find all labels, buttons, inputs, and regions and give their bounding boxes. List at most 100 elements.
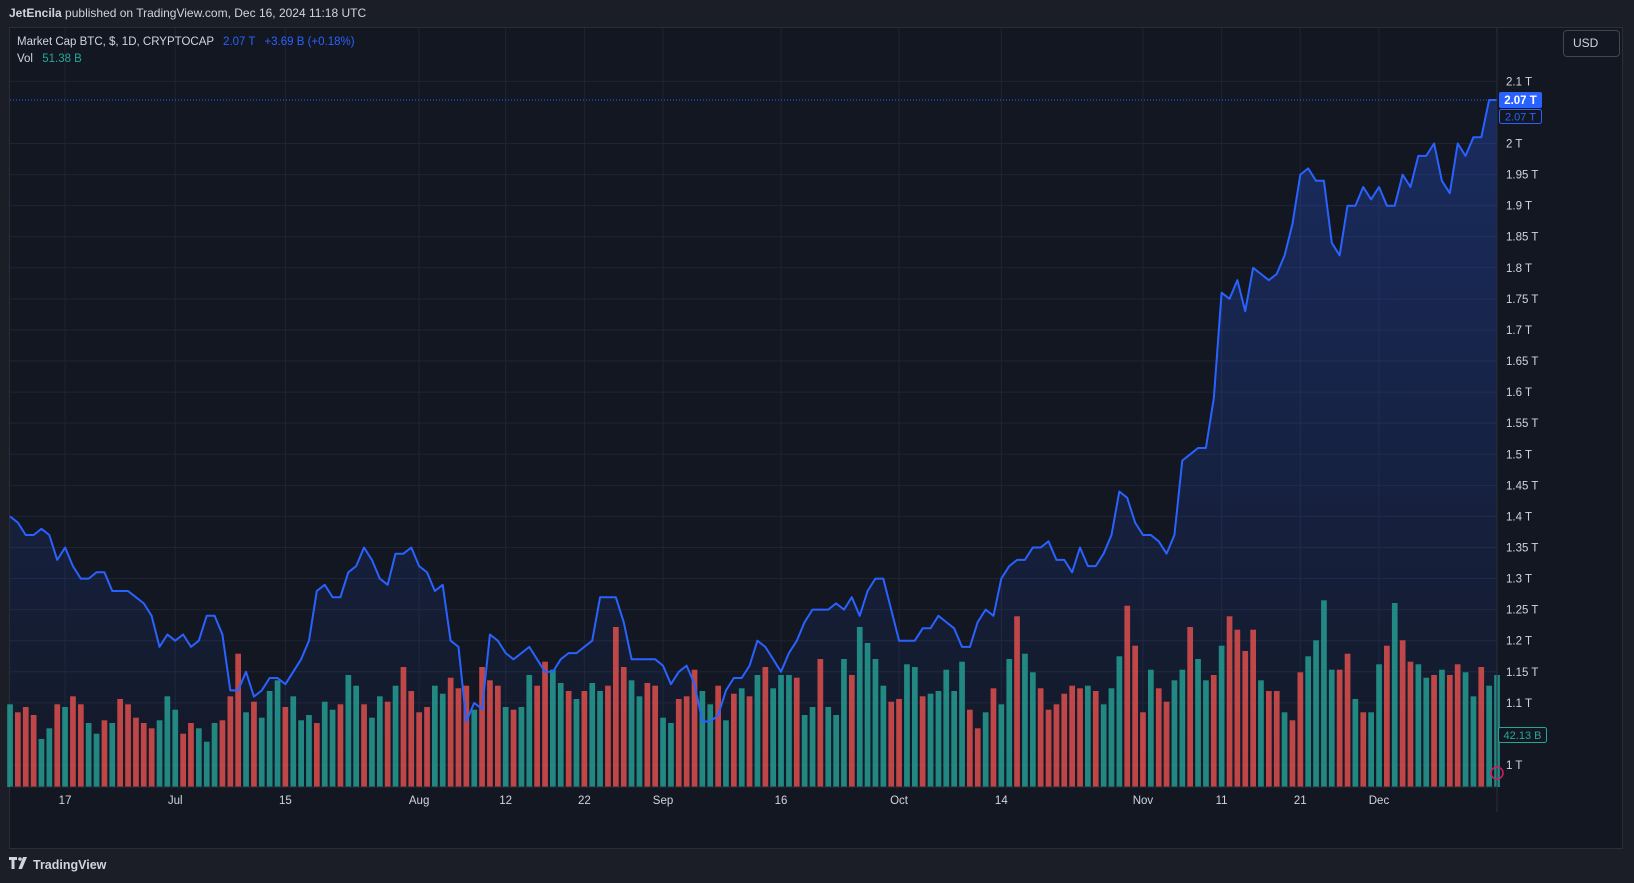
volume-bar: [1486, 685, 1492, 787]
volume-bar: [400, 667, 407, 787]
y-tick-label: 1.85 T: [1506, 232, 1538, 244]
volume-bar: [1171, 680, 1178, 787]
volume-bar: [762, 667, 769, 787]
x-tick-label: Dec: [1369, 795, 1390, 807]
y-tick-label: 1.25 T: [1506, 605, 1538, 617]
tradingview-footer[interactable]: TradingView: [9, 855, 106, 875]
currency-button[interactable]: USD: [1563, 30, 1620, 57]
y-tick-label: 1.4 T: [1506, 511, 1532, 523]
volume-bar: [447, 677, 454, 787]
volume-bar: [1289, 720, 1296, 787]
volume-bar: [251, 701, 257, 787]
volume-bar: [1258, 680, 1264, 787]
x-tick-label: 14: [995, 795, 1008, 807]
volume-bar: [880, 685, 887, 787]
y-tick-label: 1.1 T: [1506, 698, 1532, 710]
volume-bar: [227, 696, 234, 787]
volume-bar: [1037, 688, 1044, 787]
legend-symbol-row[interactable]: Market Cap BTC, $, 1D, CRYPTOCAP 2.07 T …: [17, 34, 355, 51]
volume-bar: [518, 707, 525, 787]
volume-bar: [691, 669, 698, 787]
volume-bar: [1116, 656, 1123, 787]
volume-bar: [1384, 645, 1390, 787]
volume-bar: [1470, 696, 1477, 787]
volume-bar: [140, 723, 147, 787]
volume-bar: [345, 675, 352, 787]
legend-last-value: 2.07 T: [223, 36, 256, 48]
volume-bar: [148, 728, 155, 787]
volume-bar: [904, 664, 910, 787]
volume-bar: [809, 707, 816, 787]
volume-bar: [471, 709, 478, 787]
publisher-name[interactable]: JetEncila: [9, 6, 62, 20]
volume-bar: [369, 717, 375, 787]
volume-bar: [1297, 672, 1304, 787]
volume-bar: [85, 723, 92, 787]
volume-bar: [502, 707, 509, 787]
volume-bar: [1155, 688, 1162, 787]
volume-bar: [1179, 669, 1186, 787]
volume-bar: [707, 704, 714, 787]
volume-bar: [266, 691, 273, 787]
volume-bar: [951, 691, 957, 787]
volume-bar: [7, 704, 13, 787]
volume-bars: [7, 600, 1500, 787]
legend-change: +3.69 B (+0.18%): [264, 36, 355, 48]
x-tick-label: 16: [775, 795, 788, 807]
x-tick-label: Nov: [1133, 795, 1154, 807]
volume-bar: [1454, 664, 1461, 787]
chart-legend: Market Cap BTC, $, 1D, CRYPTOCAP 2.07 T …: [17, 34, 355, 68]
price-line: [9, 99, 1497, 723]
volume-bar: [628, 680, 635, 787]
volume-bar: [203, 741, 210, 787]
y-tick-label: 2 T: [1506, 139, 1522, 151]
volume-bar: [361, 704, 367, 787]
volume-bar: [793, 677, 800, 787]
last-price-badge: [1499, 92, 1542, 108]
volume-bar: [644, 683, 651, 787]
volume-bar: [1053, 704, 1060, 787]
volume-bar: [487, 680, 493, 787]
volume-bar: [1124, 605, 1131, 787]
x-tick-label: Oct: [890, 795, 909, 807]
volume-bar: [1250, 629, 1256, 787]
volume-bar: [1234, 629, 1241, 787]
volume-bar: [1195, 659, 1201, 787]
volume-bar: [550, 669, 556, 787]
volume-bar: [455, 688, 462, 787]
volume-bar: [943, 669, 950, 787]
volume-bar: [919, 696, 926, 787]
volume-bar: [243, 712, 249, 787]
volume-bar: [15, 712, 21, 787]
x-tick-label: Jul: [168, 795, 183, 807]
y-tick-label: 1.35 T: [1506, 542, 1538, 554]
volume-bar: [1407, 661, 1414, 787]
volume-bar: [172, 709, 179, 787]
volume-bar: [1344, 653, 1351, 787]
legend-symbol: Market Cap BTC, $, 1D, CRYPTOCAP: [17, 36, 214, 48]
volume-bar: [180, 733, 186, 787]
legend-volume-row[interactable]: Vol 51.38 B: [17, 51, 355, 68]
x-tick-label: 21: [1294, 795, 1307, 807]
volume-bar: [392, 685, 399, 787]
volume-bar: [164, 696, 171, 787]
x-tick-label: 17: [59, 795, 72, 807]
volume-bar: [849, 675, 855, 787]
volume-bar: [605, 685, 611, 787]
event-marker-icon: [1490, 766, 1504, 780]
volume-bar: [1431, 675, 1437, 787]
volume-bar: [833, 715, 839, 787]
volume-bar: [235, 653, 241, 787]
volume-bar: [1218, 645, 1225, 787]
volume-bar: [1360, 712, 1367, 787]
volume-bar: [211, 723, 218, 787]
volume-bar: [1313, 640, 1319, 787]
volume-bar: [495, 685, 501, 787]
volume-bar: [864, 643, 871, 787]
volume-bar: [1030, 672, 1036, 787]
volume-bar: [715, 685, 721, 787]
volume-bar: [1077, 688, 1083, 787]
volume-bar: [1415, 664, 1422, 787]
volume-bar: [1085, 685, 1091, 787]
